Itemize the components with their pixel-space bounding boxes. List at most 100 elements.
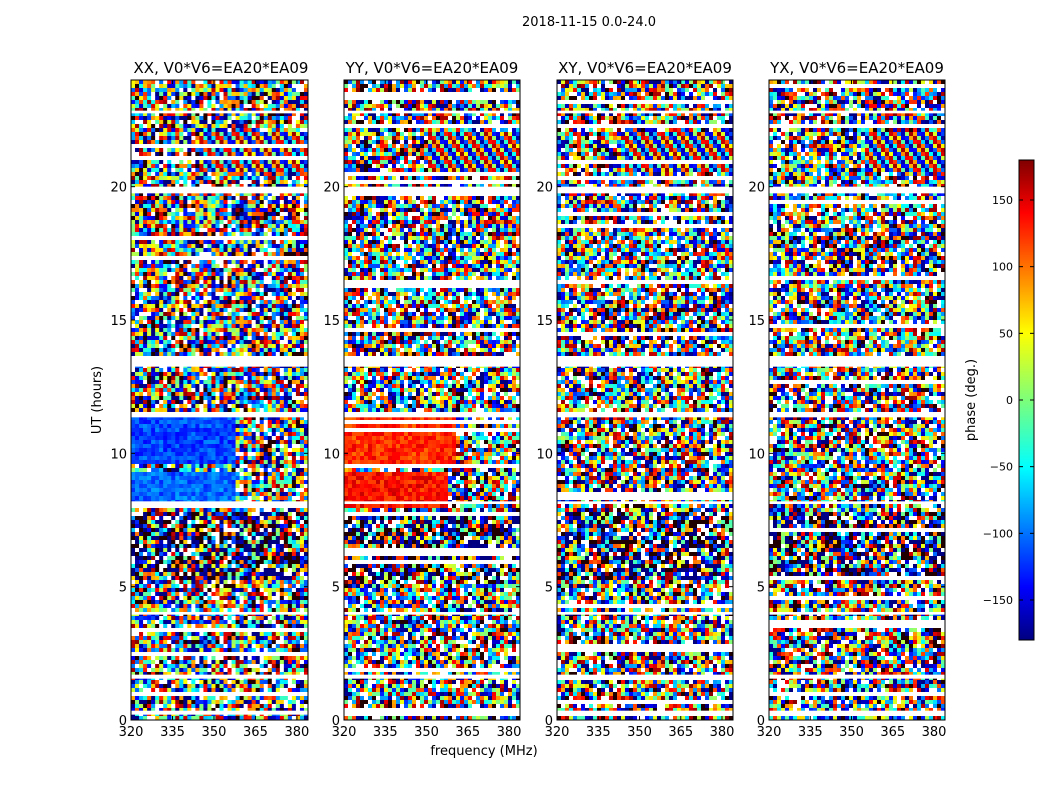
heatmap-cell: [187, 296, 191, 300]
heatmap-cell: [272, 524, 276, 528]
heatmap-cell: [147, 180, 151, 184]
heatmap-cell: [155, 140, 159, 144]
heatmap-cell: [159, 236, 163, 240]
heatmap-cell: [147, 204, 151, 208]
heatmap-cell: [199, 328, 203, 332]
heatmap-cell: [300, 480, 304, 484]
heatmap-cell: [151, 248, 155, 252]
heatmap-cell: [203, 344, 207, 348]
heatmap-cell: [288, 220, 292, 224]
heatmap-cell: [175, 316, 179, 320]
heatmap-cell: [300, 220, 304, 224]
heatmap-cell: [139, 140, 143, 144]
heatmap-cell: [288, 480, 292, 484]
heatmap-cell: [183, 516, 187, 520]
heatmap-cell: [207, 348, 211, 352]
heatmap-cell: [244, 320, 248, 324]
heatmap-cell: [260, 252, 264, 256]
heatmap-cell: [187, 284, 191, 288]
heatmap-cell: [268, 292, 272, 296]
heatmap-cell: [276, 460, 280, 464]
heatmap-cell: [232, 124, 236, 128]
heatmap-cell: [139, 408, 143, 412]
heatmap-cell: [139, 352, 143, 356]
heatmap-cell: [252, 444, 256, 448]
heatmap-cell: [252, 252, 256, 256]
heatmap-cell: [147, 140, 151, 144]
heatmap-cell: [280, 232, 284, 236]
heatmap-cell: [236, 116, 240, 120]
heatmap-cell: [203, 340, 207, 344]
heatmap-cell: [207, 284, 211, 288]
heatmap-cell: [292, 384, 296, 388]
heatmap-cell: [167, 380, 171, 384]
heatmap-cell: [203, 152, 207, 156]
heatmap-cell: [207, 196, 211, 200]
heatmap-cell: [211, 200, 215, 204]
heatmap-cell: [151, 464, 155, 468]
heatmap-cell: [215, 476, 219, 480]
heatmap-cell: [296, 276, 300, 280]
heatmap-cell: [232, 296, 236, 300]
heatmap-cell: [284, 448, 288, 452]
heatmap-cell: [215, 432, 219, 436]
heatmap-cell: [296, 440, 300, 444]
heatmap-cell: [163, 300, 167, 304]
heatmap-cell: [288, 260, 292, 264]
heatmap-cell: [207, 176, 211, 180]
heatmap-cell: [191, 328, 195, 332]
heatmap-cell: [276, 96, 280, 100]
heatmap-cell: [131, 280, 135, 284]
heatmap-cell: [143, 220, 147, 224]
heatmap-cell: [175, 428, 179, 432]
heatmap-cell: [131, 452, 135, 456]
heatmap-cell: [256, 128, 260, 132]
heatmap-cell: [240, 272, 244, 276]
heatmap-cell: [183, 240, 187, 244]
heatmap-cell: [155, 380, 159, 384]
heatmap-cell: [252, 488, 256, 492]
heatmap-cell: [296, 432, 300, 436]
heatmap-cell: [151, 468, 155, 472]
heatmap-cell: [187, 304, 191, 308]
heatmap-cell: [224, 484, 228, 488]
heatmap-cell: [143, 172, 147, 176]
heatmap-cell: [143, 464, 147, 468]
heatmap-cell: [183, 88, 187, 92]
heatmap-cell: [276, 288, 280, 292]
heatmap-cell: [139, 440, 143, 444]
heatmap-cell: [296, 348, 300, 352]
heatmap-cell: [131, 384, 135, 388]
heatmap-cell: [244, 388, 248, 392]
heatmap-cell: [139, 376, 143, 380]
heatmap-cell: [143, 428, 147, 432]
heatmap-cell: [240, 456, 244, 460]
heatmap-cell: [139, 336, 143, 340]
heatmap-cell: [296, 508, 300, 512]
heatmap-cell: [292, 152, 296, 156]
heatmap-cell: [248, 340, 252, 344]
heatmap-cell: [272, 528, 276, 532]
heatmap-cell: [215, 528, 219, 532]
heatmap-cell: [207, 424, 211, 428]
heatmap-cell: [187, 408, 191, 412]
heatmap-cell: [224, 460, 228, 464]
heatmap-cell: [264, 104, 268, 108]
heatmap-cell: [207, 456, 211, 460]
heatmap-cell: [211, 508, 215, 512]
heatmap-cell: [288, 304, 292, 308]
heatmap-cell: [147, 472, 151, 476]
heatmap-cell: [268, 492, 272, 496]
heatmap-cell: [260, 240, 264, 244]
heatmap-cell: [143, 488, 147, 492]
heatmap-cell: [260, 268, 264, 272]
heatmap-cell: [187, 440, 191, 444]
heatmap-cell: [284, 408, 288, 412]
heatmap-cell: [272, 132, 276, 136]
heatmap-cell: [135, 432, 139, 436]
heatmap-cell: [199, 212, 203, 216]
heatmap-cell: [163, 200, 167, 204]
heatmap-cell: [155, 84, 159, 88]
heatmap-cell: [224, 320, 228, 324]
heatmap-cell: [296, 472, 300, 476]
